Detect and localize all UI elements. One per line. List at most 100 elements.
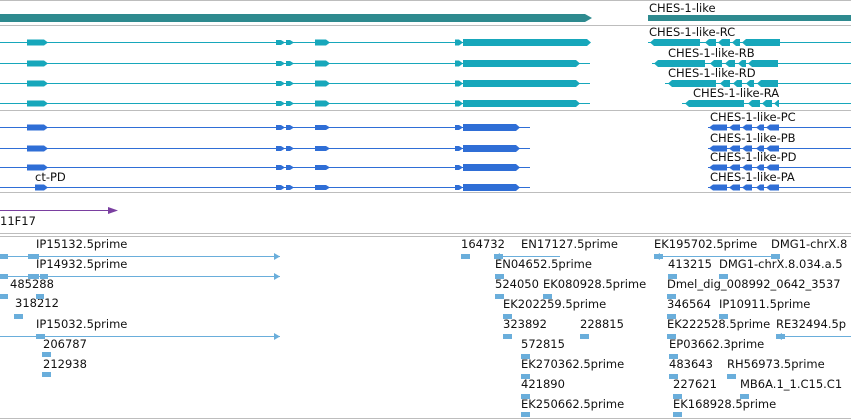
est-label: EN04652.5prime (495, 257, 592, 271)
est-label: IP14932.5prime (36, 257, 127, 271)
est-feature[interactable] (740, 394, 749, 399)
est-feature[interactable] (28, 254, 36, 259)
est-feature[interactable] (727, 374, 736, 379)
gene-label: CHES-1-like (649, 1, 716, 15)
est-label: 164732 (461, 237, 505, 251)
est-feature[interactable] (673, 412, 682, 417)
est-label: IP15132.5prime (36, 237, 127, 251)
est-feature[interactable] (36, 294, 44, 299)
transcript-model[interactable] (0, 60, 590, 67)
est-feature[interactable] (776, 333, 851, 340)
est-label: 206787 (43, 337, 87, 351)
oligo-label: 11F17 (0, 214, 36, 228)
est-label: EK222528.5prime (667, 317, 770, 331)
gene-feature-ches1like[interactable] (648, 15, 851, 21)
transcript-label: CHES-1-like-RA (693, 86, 779, 100)
est-label: Dmel_dig_008992_0642_3537 (667, 277, 841, 291)
est-label: 228815 (580, 317, 624, 331)
est-feature[interactable] (14, 314, 23, 319)
est-feature[interactable] (667, 314, 676, 319)
est-feature[interactable] (667, 334, 676, 339)
est-feature[interactable] (668, 274, 677, 279)
transcript-model-ches1like[interactable] (648, 39, 851, 46)
protein-model[interactable] (0, 184, 530, 191)
est-label: EK168928.5prime (673, 397, 776, 411)
protein-label: CHES-1-like-PC (710, 110, 796, 124)
transcript-label: CHES-1-like-RD (668, 66, 756, 80)
est-feature[interactable] (0, 254, 8, 259)
est-feature[interactable] (543, 294, 552, 299)
est-feature[interactable] (521, 354, 530, 359)
est-feature[interactable] (0, 294, 8, 299)
est-feature[interactable] (521, 412, 530, 417)
transcript-label: CHES-1-like-RB (668, 46, 755, 60)
est-feature[interactable] (521, 374, 530, 379)
est-label: 421890 (521, 377, 565, 391)
transcript-track: CHES-1-like-RC CHES-1-like-RB CHES-1-like-… (0, 25, 851, 107)
est-label: 524050 (495, 277, 539, 291)
est-feature[interactable] (654, 253, 780, 260)
est-feature[interactable] (719, 314, 728, 319)
est-feature[interactable] (719, 274, 728, 279)
gene-feature-left[interactable] (0, 14, 592, 22)
protein-model-ches1like[interactable] (708, 164, 851, 171)
est-feature[interactable] (669, 374, 678, 379)
est-feature[interactable] (42, 352, 51, 357)
transcript-model-ches1like[interactable] (682, 100, 851, 107)
est-feature[interactable] (461, 254, 470, 259)
est-label: IP10911.5prime (719, 297, 810, 311)
transcript-model[interactable] (0, 80, 590, 87)
protein-model-ches1like[interactable] (708, 145, 851, 152)
est-feature[interactable] (669, 354, 678, 359)
oligo-track: 11F17 (0, 207, 118, 228)
est-feature[interactable] (580, 334, 589, 339)
transcript-model-ches1like[interactable] (665, 80, 851, 87)
est-feature[interactable] (503, 334, 512, 339)
est-feature[interactable] (521, 394, 530, 399)
est-label: EN17127.5prime (521, 237, 618, 251)
est-label: 318212 (15, 296, 59, 310)
est-feature[interactable] (494, 253, 560, 260)
protein-model-ches1like[interactable] (708, 184, 851, 191)
est-feature[interactable] (0, 274, 8, 279)
est-feature[interactable] (495, 274, 504, 279)
protein-model[interactable] (0, 164, 530, 171)
est-feature[interactable] (673, 394, 682, 399)
gene-track: CHES-1-like (0, 1, 851, 22)
est-feature[interactable] (503, 314, 512, 319)
est-label: 212938 (43, 357, 87, 371)
est-label: EK250662.5prime (521, 397, 624, 411)
est-feature[interactable] (495, 294, 504, 299)
est-feature[interactable] (28, 274, 37, 279)
transcript-model-ches1like[interactable] (652, 60, 851, 67)
protein-label: CHES-1-like-PD (710, 150, 797, 164)
est-label: 227621 (673, 377, 717, 391)
est-label: MB6A.1_1.C15.C1 (740, 377, 842, 391)
est-feature[interactable] (40, 274, 48, 279)
transcript-model[interactable] (0, 39, 591, 46)
est-label: EK202259.5prime (503, 297, 606, 311)
est-feature[interactable] (771, 254, 780, 259)
est-feature[interactable] (0, 333, 280, 340)
protein-model[interactable] (0, 124, 530, 131)
est-feature[interactable] (42, 372, 51, 377)
est-label: 485288 (10, 277, 54, 291)
est-feature[interactable] (667, 294, 676, 299)
transcript-model[interactable] (0, 100, 590, 107)
protein-label: CHES-1-like-PA (710, 170, 795, 184)
est-track: IP15132.5prime IP14932.5prime 485288 318212… (0, 237, 851, 417)
est-label: EK195702.5prime (654, 237, 757, 251)
est-label: 346564 (667, 297, 711, 311)
oligo-feature[interactable] (0, 207, 118, 214)
est-label: 413215 (668, 257, 712, 271)
protein-label: ct-PD (35, 170, 66, 184)
protein-model[interactable] (0, 145, 530, 152)
protein-label: CHES-1-like-PB (710, 131, 796, 145)
protein-model-ches1like[interactable] (708, 124, 851, 131)
est-label: EK270362.5prime (521, 357, 624, 371)
transcript-label: CHES-1-like-RC (649, 25, 735, 39)
protein-track: ct-PD CHES-1-like-PC CHES-1-like-PB CHES-1-… (0, 110, 851, 191)
est-label: IP15032.5prime (36, 317, 127, 331)
est-label: 483643 (669, 357, 713, 371)
